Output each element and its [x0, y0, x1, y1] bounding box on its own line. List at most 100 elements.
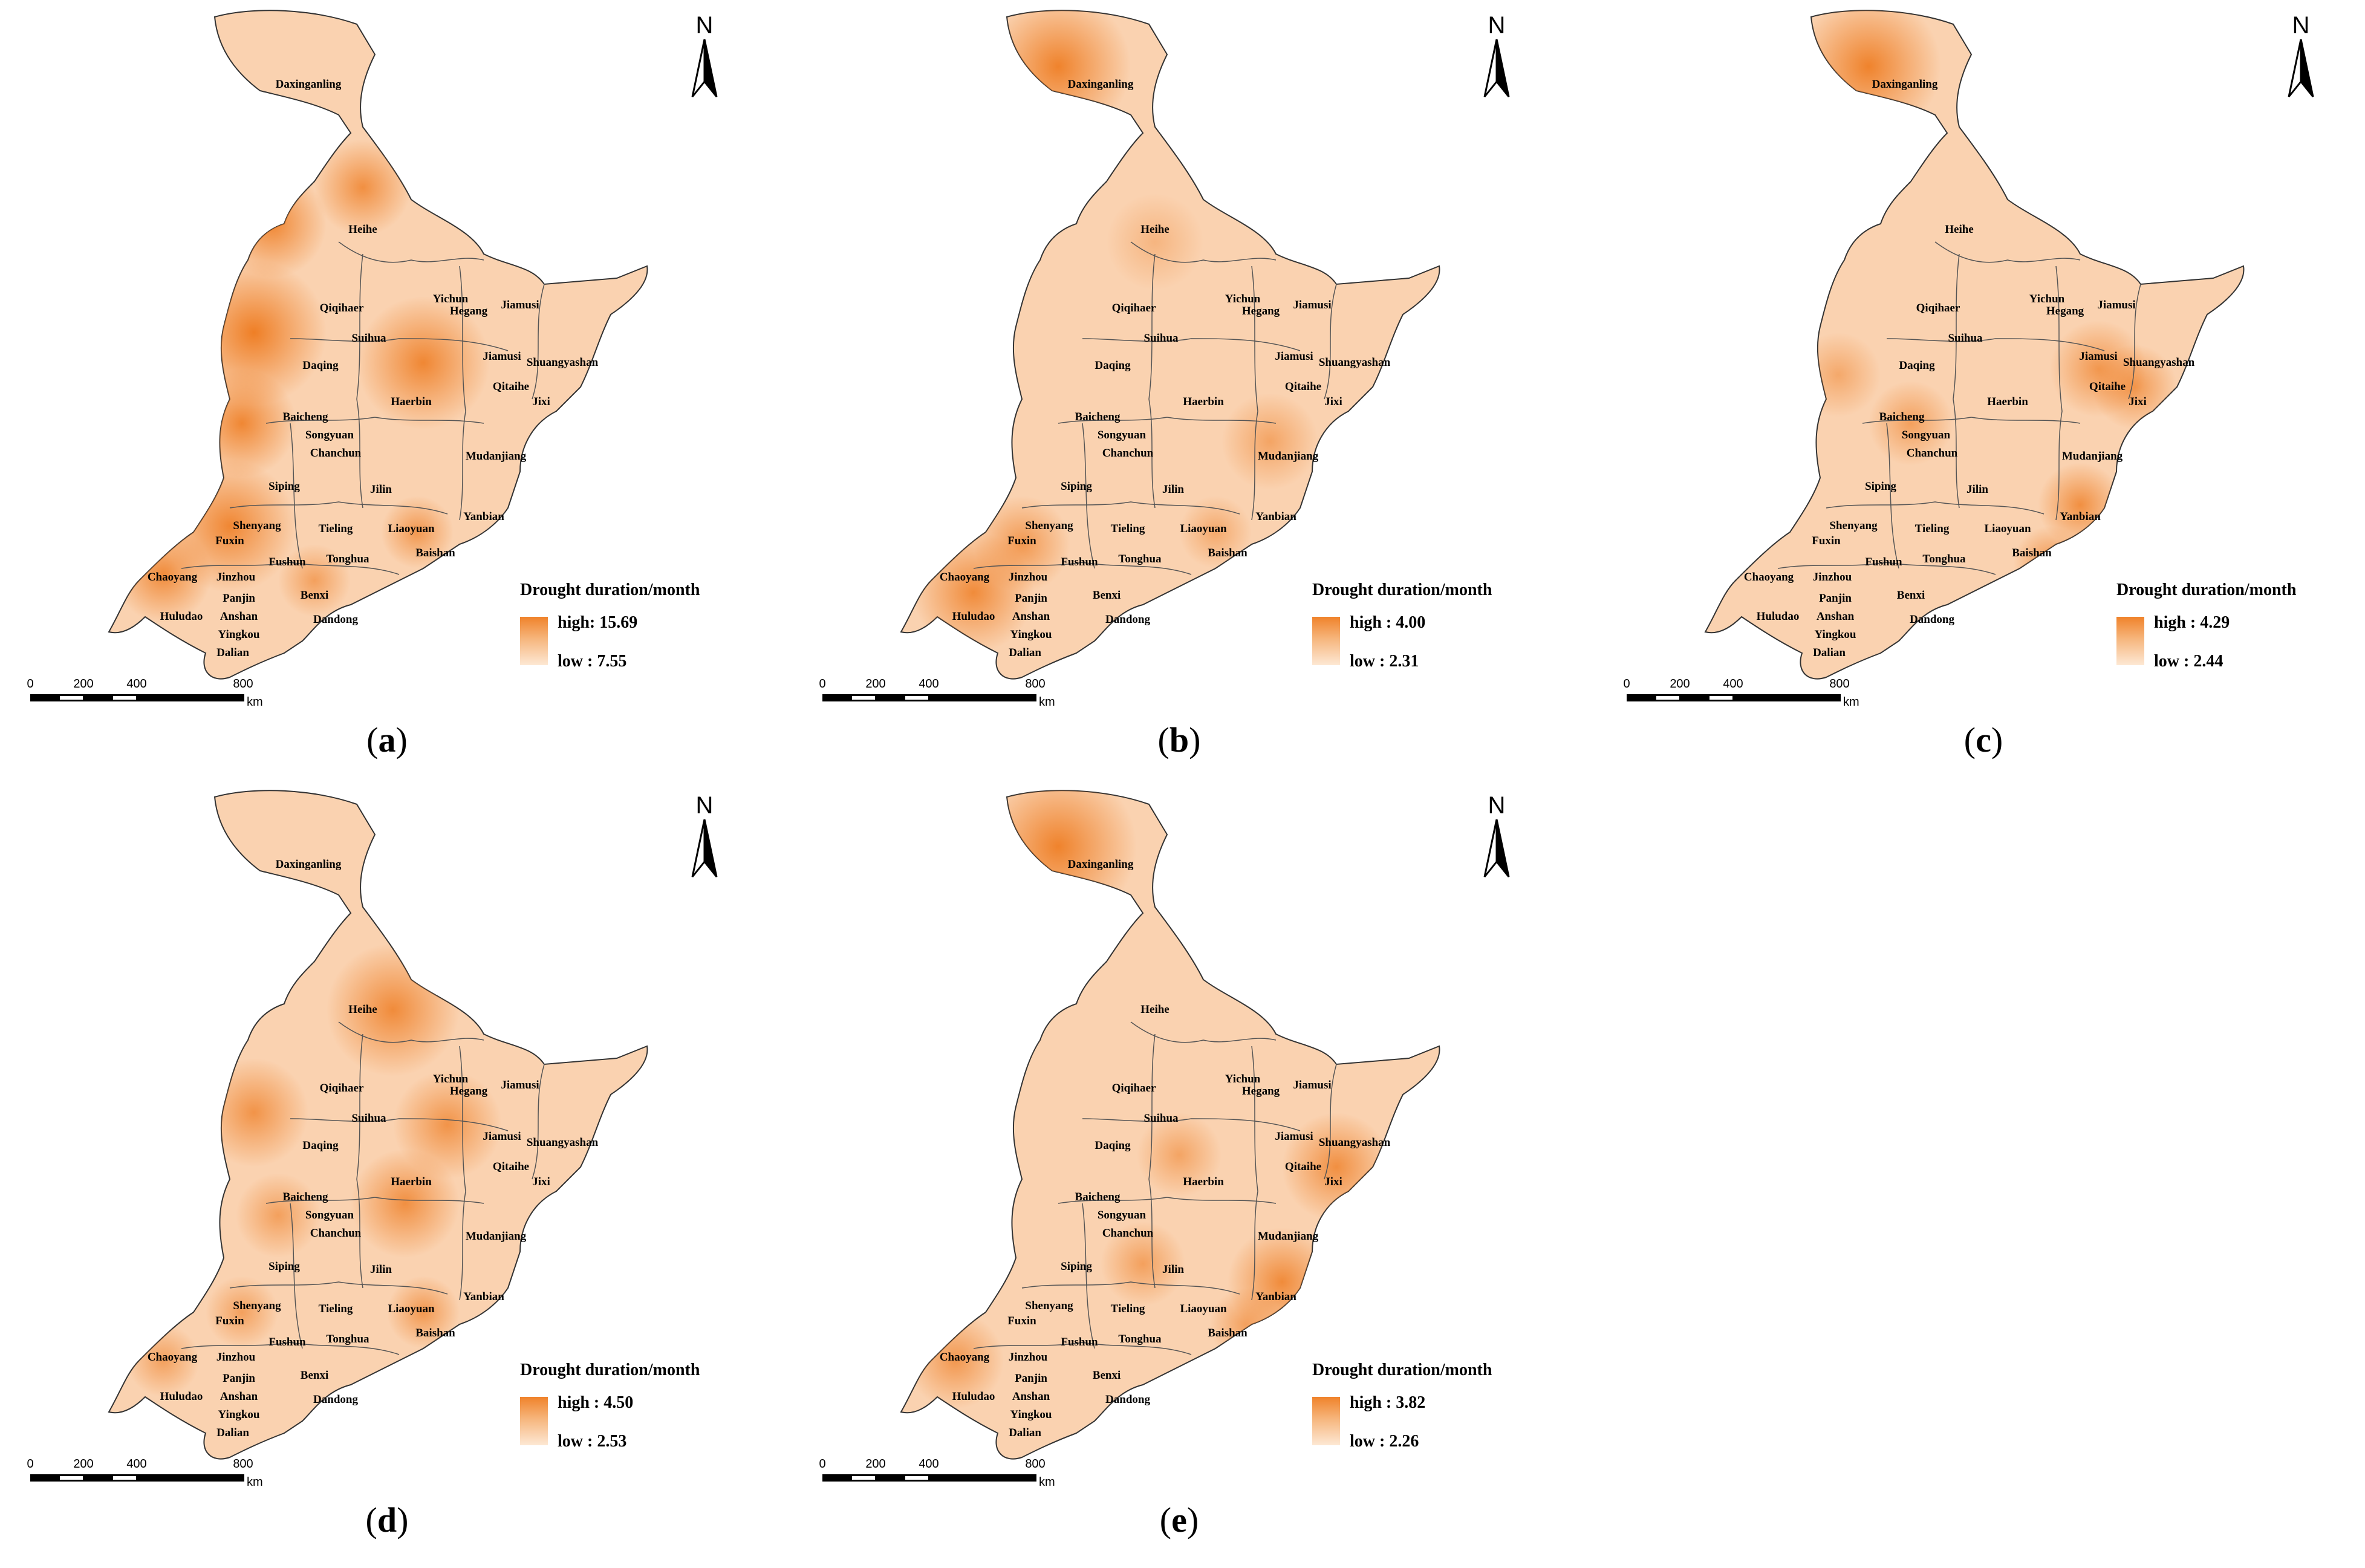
city-label: Fuxin [215, 535, 244, 547]
city-label: Chaoyang [147, 571, 198, 584]
city-label: Tieling [1914, 522, 1950, 535]
city-label: Jiamusi [1275, 350, 1313, 363]
city-label: Yichun [1225, 293, 1261, 305]
scale-tick: 0 [819, 677, 826, 691]
panel-letter: d [377, 1500, 397, 1540]
district-boundaries [973, 241, 1337, 575]
city-label: Chaoyang [147, 1351, 198, 1364]
legend-gradient [1312, 1397, 1340, 1445]
legend: Drought duration/month high : 4.50 low :… [520, 1361, 774, 1482]
scale-tick: 800 [233, 1457, 253, 1471]
scale-segment [1654, 694, 1681, 701]
city-label: Qitaihe [492, 1160, 530, 1173]
city-label: Fuxin [215, 1315, 244, 1327]
city-label: Qiqihaer [1111, 302, 1156, 314]
city-label: Tonghua [326, 553, 369, 565]
scale-tick: 200 [865, 677, 886, 691]
district-boundaries [1777, 241, 2141, 575]
city-label: Liaoyuan [388, 522, 435, 535]
city-label: Fushun [1061, 556, 1098, 568]
scale-segment [903, 1474, 930, 1482]
city-label: Dandong [1105, 1393, 1150, 1406]
scale-segment [1708, 694, 1734, 701]
city-label: Daxinganling [1067, 858, 1134, 871]
region-map [900, 10, 1440, 680]
city-label: Fuxin [1007, 1315, 1036, 1327]
city-label: Hegang [1241, 1085, 1280, 1098]
region-map [1704, 10, 2245, 680]
intensity-hotspot [1796, 333, 1881, 417]
intensity-hotspot [357, 296, 490, 429]
north-arrow-icon [691, 819, 718, 877]
north-arrow: N [1475, 12, 1518, 103]
legend-title: Drought duration/month [2116, 581, 2297, 599]
intensity-hotspot [351, 1149, 460, 1258]
legend-gradient [520, 1397, 548, 1445]
city-label: Yingkou [218, 628, 260, 641]
scale-bar: 0 200 400 800 km [816, 1457, 1070, 1494]
map-panel-a: N Daxinganling Heihe Qiqihaer Yichun Hegang J… [0, 0, 786, 774]
intensity-hotspot [974, 496, 1070, 593]
city-label: Anshan [1816, 610, 1855, 623]
city-label: Heihe [1140, 1003, 1169, 1016]
scale-tick: 200 [865, 1457, 886, 1471]
intensity-hotspot [278, 544, 351, 617]
city-label: Dandong [313, 613, 358, 626]
city-label: Qiqihaer [1111, 1082, 1156, 1095]
legend-high: high: 15.69 [558, 613, 638, 632]
city-label: Benxi [1896, 589, 1925, 602]
city-label: Daxinganling [275, 78, 342, 91]
district-boundaries [973, 1021, 1337, 1355]
north-label: N [2292, 12, 2310, 39]
city-label: Tieling [318, 522, 353, 535]
intensity-hotspot [1796, 10, 1941, 139]
panel-letter: a [378, 720, 396, 760]
north-arrow: N [683, 792, 726, 883]
city-label: Heihe [1140, 223, 1169, 236]
scale-segment [850, 1474, 877, 1482]
scale-segment [58, 694, 85, 701]
city-label: Baishan [2012, 547, 2052, 559]
legend-title: Drought duration/month [1312, 1361, 1492, 1379]
scale-segment [85, 1474, 111, 1482]
scale-tick: 800 [1025, 1457, 1046, 1471]
panel-letter: c [1976, 720, 1991, 760]
scale-bar: 0 200 400 800 km [24, 677, 278, 714]
city-label: Yichun [432, 293, 469, 305]
city-label: Chanchun [310, 447, 362, 460]
city-label: Dalian [1009, 646, 1041, 659]
city-label: Anshan [220, 610, 258, 623]
city-label: Benxi [300, 589, 329, 602]
region-map [900, 790, 1440, 1460]
city-label: Jilin [370, 483, 392, 496]
region-map [108, 790, 648, 1460]
north-label: N [1488, 12, 1506, 39]
scale-segment [30, 1474, 58, 1482]
scale-segment [85, 694, 111, 701]
city-label: Chanchun [1906, 447, 1958, 460]
scale-segment [30, 694, 58, 701]
city-label: Yingkou [218, 1408, 260, 1421]
city-label: Mudanjiang [465, 1230, 527, 1243]
intensity-hotspot [200, 1058, 308, 1167]
scale-segment [111, 694, 138, 701]
city-label: Huludao [160, 1390, 203, 1403]
city-label: Baishan [1208, 547, 1248, 559]
city-label: Hegang [2046, 305, 2084, 317]
scale-bar: 0 200 400 800 km [816, 677, 1070, 714]
north-arrow: N [2280, 12, 2322, 103]
city-label: Baishan [415, 1327, 455, 1339]
city-label: Siping [1061, 1260, 1092, 1273]
city-label: Tonghua [1922, 553, 1966, 565]
scale-segment [877, 694, 903, 701]
city-label: Tieling [318, 1303, 353, 1315]
city-label: Mudanjiang [465, 450, 527, 463]
city-label: Siping [268, 480, 300, 493]
scale-segment [850, 694, 877, 701]
scale-tick: 400 [126, 677, 147, 691]
city-label: Dalian [216, 646, 249, 659]
north-arrow-icon [1483, 819, 1510, 877]
city-label: Songyuan [305, 1209, 354, 1222]
scale-segment [1627, 694, 1654, 701]
scale-bar: 0 200 400 800 km [24, 1457, 278, 1494]
